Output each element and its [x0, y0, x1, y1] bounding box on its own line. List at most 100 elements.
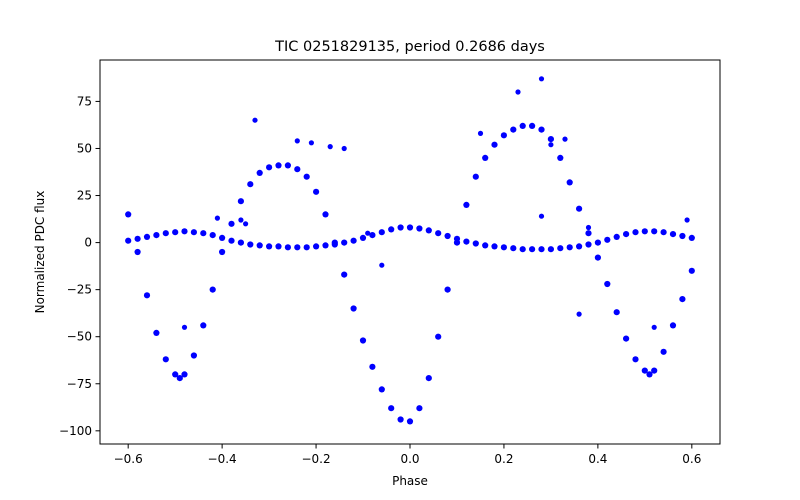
- data-point: [641, 367, 648, 374]
- data-point: [557, 154, 564, 161]
- data-point: [510, 245, 517, 252]
- data-point: [331, 241, 338, 248]
- data-point: [562, 136, 568, 142]
- data-point: [341, 239, 348, 246]
- x-tick-label: 0.2: [494, 452, 513, 466]
- data-point: [491, 243, 498, 250]
- data-point: [359, 337, 367, 344]
- data-point: [482, 242, 489, 249]
- data-point: [660, 229, 667, 236]
- y-tick-label: −100: [59, 424, 92, 438]
- data-point: [538, 76, 545, 82]
- x-tick-label: −0.2: [301, 452, 330, 466]
- data-point: [684, 217, 690, 223]
- data-point: [322, 242, 329, 249]
- data-point: [604, 280, 611, 288]
- data-point: [303, 244, 310, 251]
- data-point: [538, 213, 545, 219]
- data-point: [477, 130, 484, 136]
- data-point: [416, 225, 423, 232]
- data-point: [510, 126, 517, 133]
- x-tick-label: 0.4: [588, 452, 607, 466]
- data-point: [308, 140, 314, 146]
- data-point: [500, 132, 507, 139]
- data-point: [576, 205, 583, 212]
- data-point: [266, 164, 273, 171]
- data-point: [214, 215, 220, 221]
- data-point: [200, 322, 207, 329]
- data-point: [651, 228, 658, 235]
- data-point: [378, 229, 385, 236]
- data-point: [585, 241, 592, 248]
- x-axis-label: Phase: [392, 474, 428, 488]
- data-point: [669, 231, 677, 238]
- data-point: [313, 188, 320, 195]
- data-point: [566, 179, 573, 186]
- data-point: [679, 296, 686, 303]
- data-point: [472, 240, 479, 247]
- data-point: [378, 386, 385, 393]
- data-point: [350, 237, 357, 244]
- data-point: [134, 248, 141, 256]
- data-point: [162, 230, 169, 237]
- data-point: [284, 162, 291, 169]
- x-tick-label: 0.6: [682, 452, 701, 466]
- data-point: [256, 242, 263, 249]
- data-point: [341, 145, 347, 152]
- y-axis-label: Normalized PDC flux: [33, 191, 47, 314]
- data-point: [266, 243, 273, 250]
- data-point: [359, 234, 367, 241]
- data-point: [181, 371, 188, 378]
- data-point: [613, 233, 620, 240]
- x-tick-label: 0.0: [400, 452, 419, 466]
- data-point: [519, 122, 526, 129]
- data-point: [425, 227, 432, 234]
- data-point: [190, 352, 197, 359]
- data-point: [585, 230, 592, 237]
- data-point: [275, 162, 282, 169]
- data-point: [369, 232, 376, 239]
- data-point: [613, 309, 620, 316]
- series-1: [125, 224, 695, 253]
- data-point: [209, 286, 216, 293]
- data-point: [604, 236, 611, 243]
- series-0: [125, 122, 695, 425]
- data-point: [623, 335, 630, 342]
- data-point: [538, 126, 545, 133]
- data-point: [435, 230, 442, 237]
- data-point: [406, 224, 414, 231]
- data-point: [125, 211, 132, 218]
- y-tick-label: 75: [77, 94, 92, 108]
- plot-points: [125, 76, 695, 425]
- data-point: [238, 217, 244, 223]
- data-point: [388, 405, 395, 412]
- data-point: [237, 198, 244, 205]
- data-point: [176, 375, 183, 382]
- data-point: [284, 244, 291, 251]
- data-point: [576, 243, 583, 250]
- data-point: [190, 229, 197, 236]
- data-point: [322, 211, 329, 218]
- data-point: [327, 144, 333, 150]
- data-point: [153, 329, 160, 336]
- data-point: [566, 244, 573, 251]
- data-point: [252, 117, 258, 123]
- data-point: [594, 239, 602, 246]
- data-point: [669, 322, 677, 329]
- data-point: [444, 286, 451, 293]
- data-point: [365, 230, 371, 236]
- data-point: [632, 229, 639, 236]
- x-tick-label: −0.6: [114, 452, 143, 466]
- data-point: [397, 416, 404, 423]
- y-tick-label: 50: [77, 141, 92, 155]
- data-point: [425, 375, 432, 382]
- x-tick-label: −0.4: [208, 452, 237, 466]
- data-point: [228, 220, 235, 227]
- data-point: [303, 173, 310, 180]
- data-point: [406, 418, 414, 425]
- data-point: [646, 371, 653, 378]
- data-point: [688, 234, 695, 241]
- data-point: [181, 324, 188, 330]
